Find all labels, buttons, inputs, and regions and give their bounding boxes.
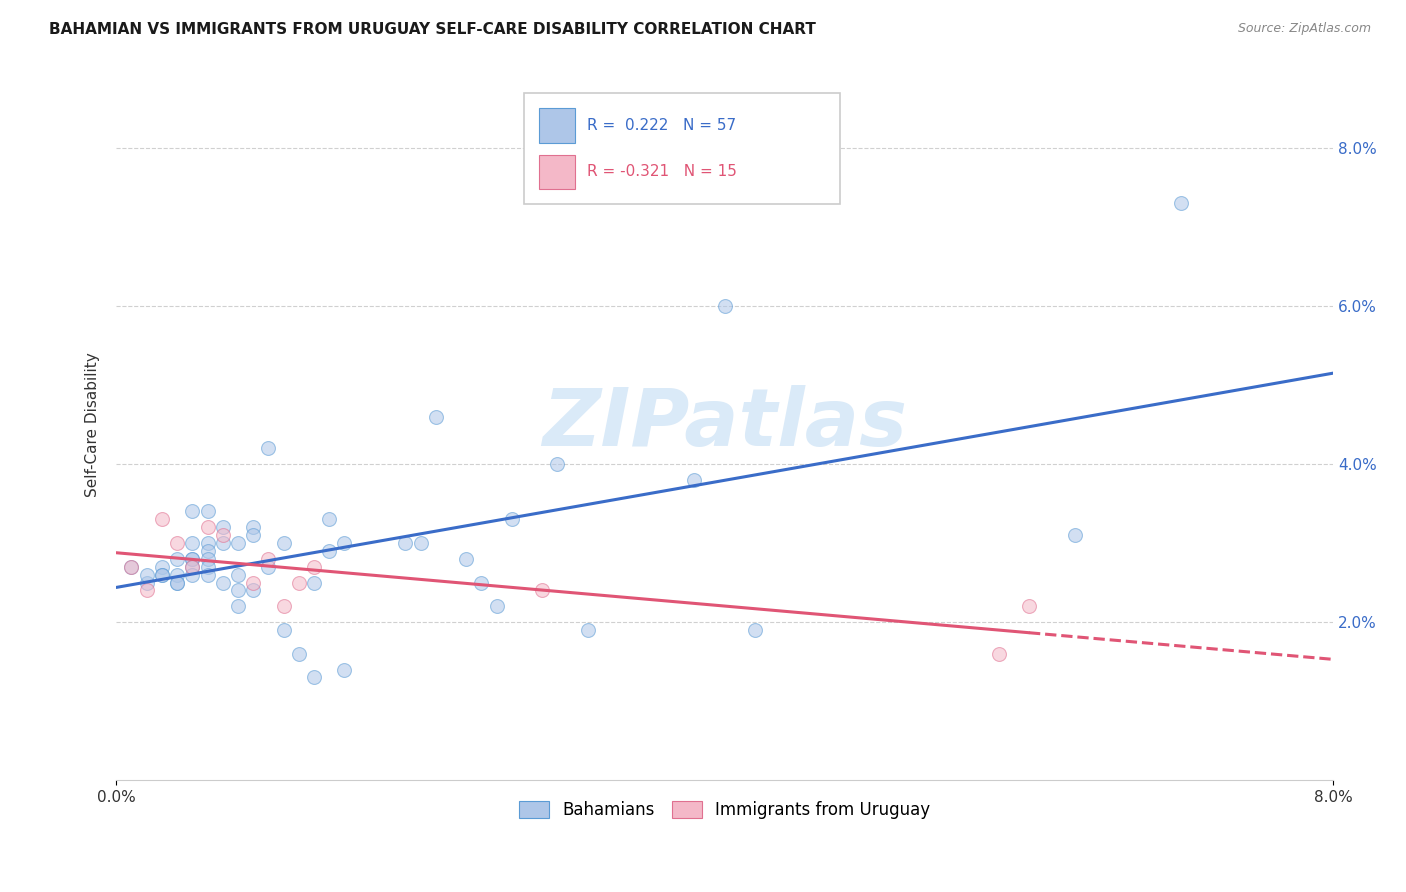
Point	[683, 473, 706, 487]
Point	[226, 567, 249, 582]
Point	[166, 575, 188, 590]
Point	[1018, 599, 1040, 614]
Point	[150, 567, 173, 582]
Point	[197, 567, 219, 582]
Point	[242, 520, 264, 534]
Point	[257, 559, 280, 574]
Point	[150, 512, 173, 526]
Point	[166, 552, 188, 566]
Point	[576, 623, 599, 637]
Point	[456, 552, 478, 566]
Point	[135, 567, 157, 582]
Point	[181, 559, 204, 574]
Point	[273, 623, 295, 637]
Point	[226, 583, 249, 598]
Point	[211, 536, 233, 550]
Point	[425, 409, 447, 424]
Point	[242, 575, 264, 590]
Point	[288, 575, 311, 590]
Point	[242, 528, 264, 542]
Point	[546, 457, 568, 471]
Point	[1063, 528, 1085, 542]
Point	[181, 567, 204, 582]
Text: BAHAMIAN VS IMMIGRANTS FROM URUGUAY SELF-CARE DISABILITY CORRELATION CHART: BAHAMIAN VS IMMIGRANTS FROM URUGUAY SELF…	[49, 22, 815, 37]
Point	[302, 575, 325, 590]
Point	[197, 536, 219, 550]
Point	[121, 559, 143, 574]
Point	[485, 599, 508, 614]
Point	[318, 512, 340, 526]
Text: R = -0.321   N = 15: R = -0.321 N = 15	[588, 164, 737, 179]
Point	[713, 299, 735, 313]
Point	[135, 583, 157, 598]
Point	[197, 559, 219, 574]
FancyBboxPatch shape	[538, 154, 575, 189]
Point	[166, 536, 188, 550]
Point	[166, 575, 188, 590]
Point	[226, 599, 249, 614]
Point	[181, 504, 204, 518]
Point	[135, 575, 157, 590]
Point	[226, 536, 249, 550]
Text: R =  0.222   N = 57: R = 0.222 N = 57	[588, 118, 737, 133]
Point	[501, 512, 523, 526]
Point	[211, 520, 233, 534]
Point	[257, 441, 280, 455]
Point	[242, 583, 264, 598]
Point	[211, 528, 233, 542]
Point	[211, 575, 233, 590]
Point	[470, 575, 492, 590]
Point	[744, 623, 766, 637]
Point	[121, 559, 143, 574]
Point	[333, 536, 356, 550]
Point	[197, 552, 219, 566]
Point	[302, 559, 325, 574]
Y-axis label: Self-Care Disability: Self-Care Disability	[86, 352, 100, 497]
Point	[166, 567, 188, 582]
FancyBboxPatch shape	[524, 94, 841, 203]
Point	[273, 536, 295, 550]
Point	[197, 520, 219, 534]
Point	[181, 559, 204, 574]
Point	[273, 599, 295, 614]
Point	[302, 671, 325, 685]
Point	[197, 504, 219, 518]
Point	[288, 647, 311, 661]
Point	[181, 536, 204, 550]
Point	[409, 536, 432, 550]
Point	[150, 559, 173, 574]
Legend: Bahamians, Immigrants from Uruguay: Bahamians, Immigrants from Uruguay	[513, 794, 936, 825]
Point	[531, 583, 554, 598]
Point	[197, 544, 219, 558]
Point	[150, 567, 173, 582]
Point	[318, 544, 340, 558]
Text: ZIPatlas: ZIPatlas	[543, 385, 907, 464]
Text: Source: ZipAtlas.com: Source: ZipAtlas.com	[1237, 22, 1371, 36]
Point	[181, 552, 204, 566]
Point	[181, 552, 204, 566]
Point	[333, 663, 356, 677]
Point	[987, 647, 1010, 661]
FancyBboxPatch shape	[538, 109, 575, 143]
Point	[257, 552, 280, 566]
Point	[1170, 196, 1192, 211]
Point	[394, 536, 416, 550]
